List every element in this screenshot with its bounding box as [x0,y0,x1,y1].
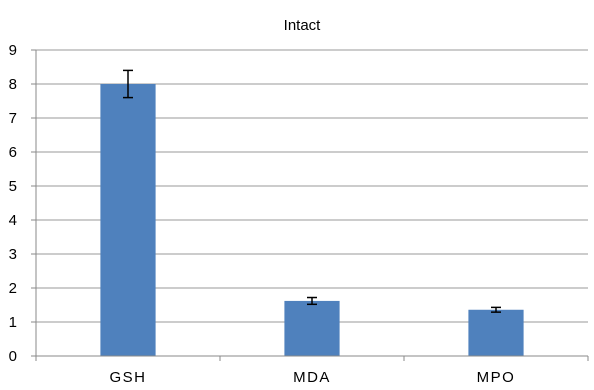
y-tick-label: 3 [9,246,17,263]
bar-gsh [100,84,156,356]
y-tick-label: 1 [9,314,17,331]
y-tick-label: 7 [9,110,17,127]
y-tick-label: 6 [9,144,17,161]
error-bars [123,69,501,313]
y-tick-label: 5 [9,178,17,195]
y-tick-label: 0 [9,348,17,365]
y-tick-label: 8 [9,76,17,93]
x-category-label: GSH [109,369,146,386]
x-category-label: MDA [293,369,331,386]
y-axis-ticks: 0 1 2 3 4 5 6 7 8 9 [9,42,36,365]
y-tick-label: 9 [9,42,17,59]
x-axis-labels: GSH MDA MPO [35,356,589,386]
bars [100,84,524,356]
x-category-label: MPO [477,369,516,386]
y-tick-label: 2 [9,280,17,297]
y-tick-label: 4 [9,212,17,229]
chart-title: Intact [284,17,322,34]
bar-mda [284,300,340,356]
bar-mpo [468,309,524,356]
